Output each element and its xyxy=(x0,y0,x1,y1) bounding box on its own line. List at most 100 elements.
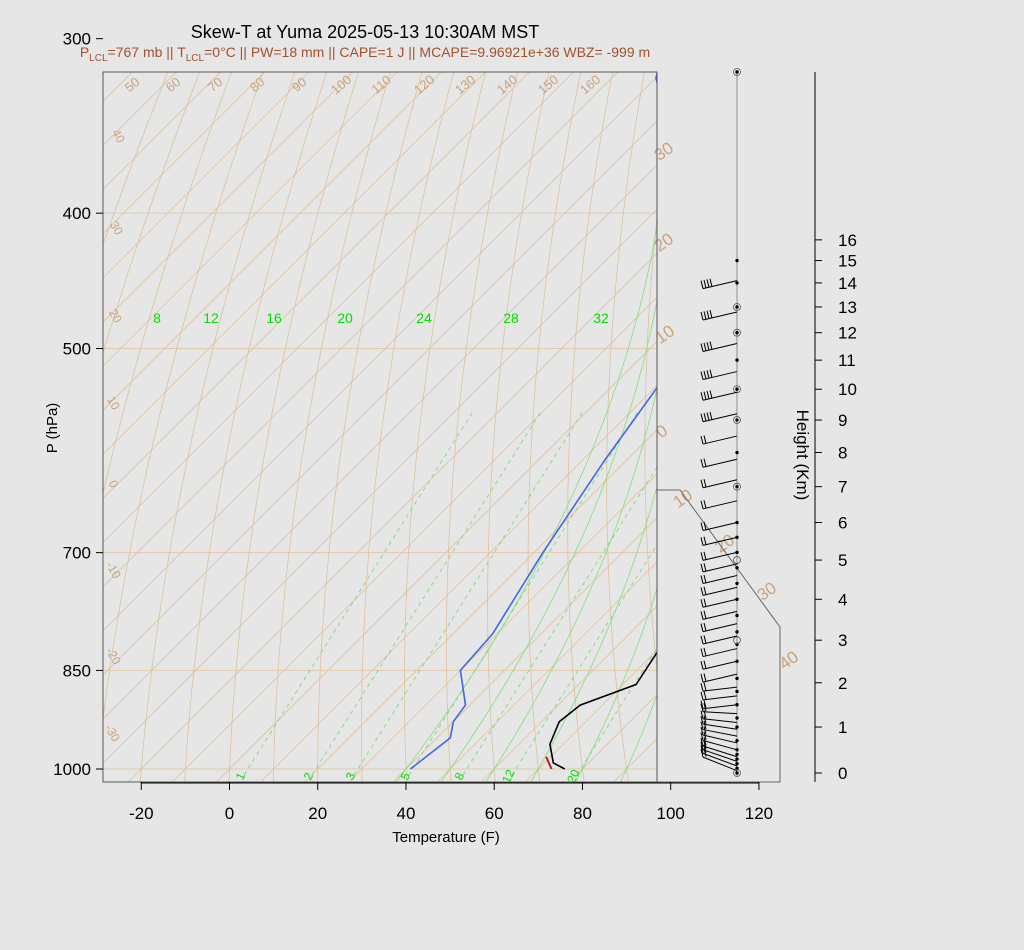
height-dot xyxy=(735,484,739,489)
height-tick-label: 14 xyxy=(838,274,857,293)
wind-barb-staff xyxy=(702,749,738,762)
dry-adiabat-line xyxy=(228,72,359,782)
wind-barb-feather xyxy=(700,726,704,736)
wind-barb xyxy=(700,390,738,401)
height-dot xyxy=(735,689,739,694)
wind-barb xyxy=(700,660,738,670)
wind-barb-staff xyxy=(702,586,738,596)
height-axis-label: Height (Km) xyxy=(793,410,812,501)
wind-barb-feather xyxy=(700,716,704,725)
wind-barb-staff xyxy=(702,522,738,532)
height-dot xyxy=(735,630,739,634)
wind-barb-feather xyxy=(700,673,704,683)
height-dot xyxy=(735,387,739,391)
wind-barb-feather xyxy=(706,370,710,379)
isotherm-line xyxy=(304,429,657,782)
pressure-tick-label: 400 xyxy=(63,204,91,223)
isotherm-line xyxy=(127,252,657,782)
wind-barb-staff xyxy=(702,648,738,658)
isotherm-label: 30 xyxy=(107,219,126,238)
height-dot xyxy=(735,450,739,455)
height-tick-label: 13 xyxy=(838,298,857,317)
chart-subtitle: PLCL=767 mb || TLCL=0°C || PW=18 mm || C… xyxy=(79,44,651,64)
dry-adiabat-line xyxy=(361,72,455,782)
isotherm-line xyxy=(103,72,618,588)
temperature-tick-label: 40 xyxy=(397,804,416,823)
isotherm-line xyxy=(103,72,310,279)
isotherm-line xyxy=(746,72,1024,782)
wind-barb-feather xyxy=(700,623,704,632)
sounding-line-1 xyxy=(409,72,657,770)
pressure-tick-label: 1000 xyxy=(53,760,91,779)
isotherm-line xyxy=(0,72,44,782)
wind-barb-staff xyxy=(702,536,738,546)
isotherm-line xyxy=(103,120,657,676)
wind-barb-feather xyxy=(700,703,704,712)
moist-adiabat-line xyxy=(575,587,657,782)
height-dot xyxy=(735,766,739,771)
wind-barb-feather xyxy=(709,390,713,399)
wind-barb-feather xyxy=(709,310,713,319)
height-dot xyxy=(735,331,739,335)
mixing-ratio-label: 16 xyxy=(266,310,282,326)
wind-barb xyxy=(700,622,738,633)
x-axis-label: Temperature (F) xyxy=(392,829,500,846)
height-dot xyxy=(735,761,739,766)
wind-barb-staff xyxy=(702,723,738,730)
temperature-tick-label: 80 xyxy=(573,804,592,823)
dry-adiabat-line xyxy=(826,0,990,799)
wind-barb-feather xyxy=(700,280,704,289)
wind-barb-feather xyxy=(703,691,707,700)
dry-adiabat-line xyxy=(272,72,391,782)
y-axis-label: P (hPa) xyxy=(44,403,61,454)
isotherm-line xyxy=(103,72,486,455)
moist-adiabat-line xyxy=(440,298,657,782)
wind-barb xyxy=(700,478,738,489)
subtitle-part-1: =767 mb || T xyxy=(107,44,186,60)
wind-barb xyxy=(700,647,738,658)
height-ring xyxy=(733,303,741,311)
isotherm-line xyxy=(436,561,657,782)
height-dot xyxy=(735,676,739,681)
wind-barb-staff xyxy=(702,635,738,645)
wind-barb-feather xyxy=(700,745,704,754)
isotherm-label: 30 xyxy=(754,578,780,604)
pressure-tick-label: 300 xyxy=(63,30,91,49)
wind-barb-feather xyxy=(703,586,707,595)
wind-barb-staff xyxy=(702,695,738,701)
wind-barb-feather xyxy=(700,563,704,573)
height-dot xyxy=(735,738,739,743)
dry-adiabat-line xyxy=(994,0,1024,799)
wind-barb-feather xyxy=(703,673,707,682)
wind-barb xyxy=(700,682,738,692)
wind-barb-staff xyxy=(702,745,738,758)
wind-barb xyxy=(700,598,738,608)
wind-barb xyxy=(700,737,738,758)
wind-barb-staff xyxy=(702,623,738,633)
isotherm-line xyxy=(103,208,657,764)
wind-barb xyxy=(700,702,738,715)
height-tick-label: 1 xyxy=(838,718,847,737)
temperature-tick-label: 0 xyxy=(225,804,234,823)
isotherm-line xyxy=(103,72,354,323)
dry-adiabat-line xyxy=(928,0,1024,799)
wind-barb-feather xyxy=(700,587,704,596)
isotherm-line xyxy=(103,164,657,720)
lcl-subscript-1: LCL xyxy=(89,52,108,64)
wind-barb-feather xyxy=(700,741,704,750)
height-tick-label: 11 xyxy=(838,351,856,370)
wind-barb-feather xyxy=(709,341,713,350)
mixing-ratio-label: 8 xyxy=(153,310,161,326)
isotherm-line xyxy=(260,385,657,782)
height-tick-label: 3 xyxy=(838,631,847,650)
height-dot xyxy=(735,771,739,775)
height-tick-label: 12 xyxy=(838,324,857,343)
height-dot xyxy=(735,725,739,729)
wind-barb-feather xyxy=(700,599,704,608)
height-tick-label: 9 xyxy=(838,411,847,430)
wind-barb-staff xyxy=(702,718,738,724)
pressure-tick-label: 700 xyxy=(63,544,91,563)
plot-area xyxy=(103,72,657,782)
wind-barb-feather xyxy=(700,691,704,700)
subtitle-part-2: =0°C || PW=18 mm || CAPE=1 J || MCAPE=9.… xyxy=(204,44,651,60)
